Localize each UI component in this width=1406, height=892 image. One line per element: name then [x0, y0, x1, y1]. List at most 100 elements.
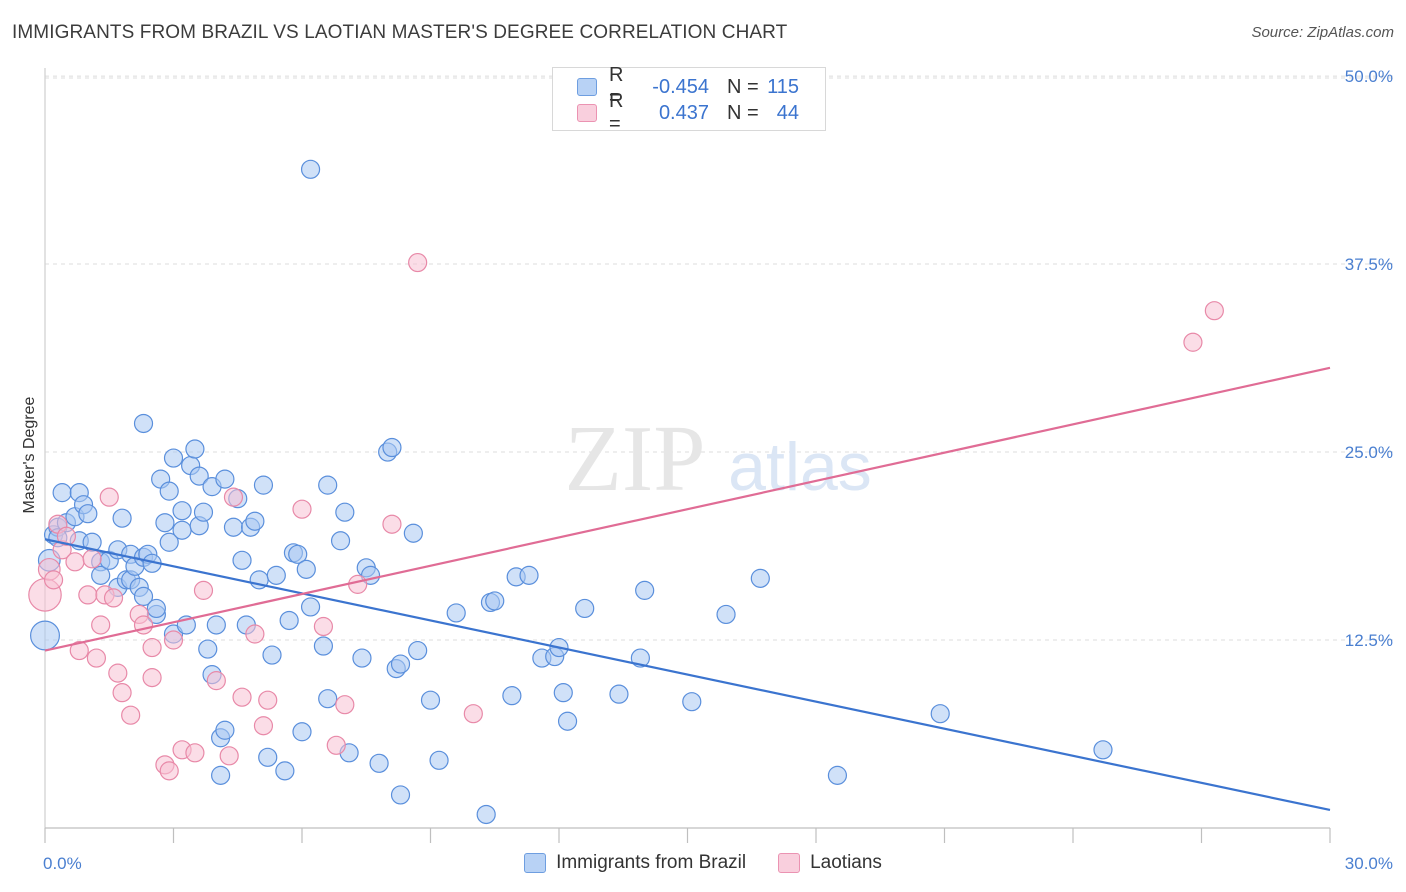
data-point — [146, 598, 166, 619]
data-point — [313, 636, 334, 656]
legend-r-label: R = — [609, 90, 624, 135]
data-point — [78, 585, 98, 605]
data-point — [78, 504, 98, 524]
data-point — [69, 640, 89, 661]
data-point — [403, 523, 423, 543]
data-point — [326, 735, 346, 755]
data-point — [133, 586, 154, 607]
trend-line-brazil — [44, 538, 1331, 812]
data-point — [206, 615, 226, 635]
data-point — [335, 502, 355, 522]
y-tick-label: 25.0% — [1345, 443, 1393, 462]
watermark-atlas: atlas — [728, 429, 872, 505]
data-point — [557, 711, 578, 731]
legend-label-brazil: Immigrants from Brazil — [556, 852, 747, 873]
data-point — [630, 648, 650, 668]
data-point — [159, 481, 179, 501]
data-point — [112, 683, 132, 703]
data-point — [193, 502, 214, 522]
data-point — [258, 690, 278, 710]
series-legend: Immigrants from Brazil Laotians — [0, 852, 1406, 874]
data-point — [318, 475, 338, 495]
legend-item-laotians[interactable]: Laotians — [778, 852, 882, 874]
watermark-zip: ZIP — [565, 407, 706, 511]
data-point — [930, 704, 950, 724]
data-point — [352, 648, 372, 668]
stats-legend: R = -0.454 N = 115 R = 0.437 N = 44 — [552, 64, 826, 135]
data-point — [159, 532, 179, 552]
legend-label-laotians: Laotians — [810, 852, 882, 873]
data-point — [716, 604, 736, 625]
data-point — [245, 624, 265, 644]
data-point — [408, 252, 428, 273]
data-point — [429, 750, 449, 770]
legend-swatch-laotians — [577, 104, 597, 122]
data-point — [159, 761, 179, 781]
data-point — [296, 559, 316, 579]
data-point — [65, 552, 85, 572]
data-point — [198, 639, 218, 659]
data-point — [266, 565, 286, 585]
data-point — [369, 753, 389, 773]
legend-item-brazil[interactable]: Immigrants from Brazil — [524, 852, 746, 874]
data-point — [163, 448, 184, 468]
data-point — [292, 722, 312, 742]
legend-n-label: N = — [727, 75, 759, 98]
data-point — [292, 499, 312, 519]
data-point — [258, 747, 278, 767]
data-point — [142, 668, 162, 688]
data-point — [253, 716, 274, 736]
data-point — [189, 466, 209, 486]
legend-n-value: 115 — [767, 75, 799, 98]
data-point — [420, 690, 441, 710]
y-axis-label: Master's Degree — [21, 396, 38, 513]
data-point — [99, 487, 119, 507]
data-point — [245, 511, 265, 531]
data-point — [185, 439, 205, 459]
data-point — [313, 616, 334, 637]
axis-labels: 12.5% 25.0% 37.5% 50.0% 0.0% 30.0% Master's De… — [21, 67, 1393, 873]
data-point — [133, 413, 154, 434]
data-point — [1204, 301, 1224, 321]
data-point — [52, 483, 72, 503]
data-point — [172, 520, 192, 540]
data-point — [219, 746, 239, 766]
data-point — [211, 765, 231, 785]
data-point — [108, 663, 128, 683]
data-point — [1183, 332, 1203, 352]
source-credit: Source: ZipAtlas.com — [1251, 24, 1394, 41]
legend-n-value: 44 — [776, 101, 799, 124]
data-point — [279, 610, 299, 631]
x-tick-label: 0.0% — [43, 854, 82, 873]
data-point — [56, 526, 77, 546]
data-point — [318, 689, 338, 709]
data-point — [121, 705, 141, 725]
data-point — [827, 765, 848, 785]
legend-r-value: 0.437 — [658, 101, 709, 124]
data-point — [382, 514, 402, 534]
data-point — [82, 549, 102, 569]
data-point — [91, 615, 111, 635]
data-point — [112, 508, 132, 528]
data-point — [275, 761, 295, 781]
data-point — [330, 531, 351, 551]
data-point — [408, 640, 428, 661]
data-point — [390, 785, 411, 805]
data-point — [215, 469, 235, 489]
legend-swatch-brazil — [577, 78, 597, 96]
data-point — [609, 684, 629, 704]
data-point — [485, 591, 505, 611]
legend-n-label: N = — [727, 101, 759, 124]
data-point — [142, 637, 162, 658]
data-point — [206, 671, 226, 691]
data-point — [335, 695, 355, 715]
data-point — [232, 550, 252, 570]
data-point — [232, 687, 252, 707]
data-point — [253, 475, 274, 495]
data-point — [1093, 740, 1113, 760]
legend-row-brazil: R = -0.454 N = 115 — [577, 64, 799, 109]
data-point — [193, 580, 214, 600]
data-point — [300, 597, 321, 617]
x-tick-label: 30.0% — [1345, 854, 1393, 873]
